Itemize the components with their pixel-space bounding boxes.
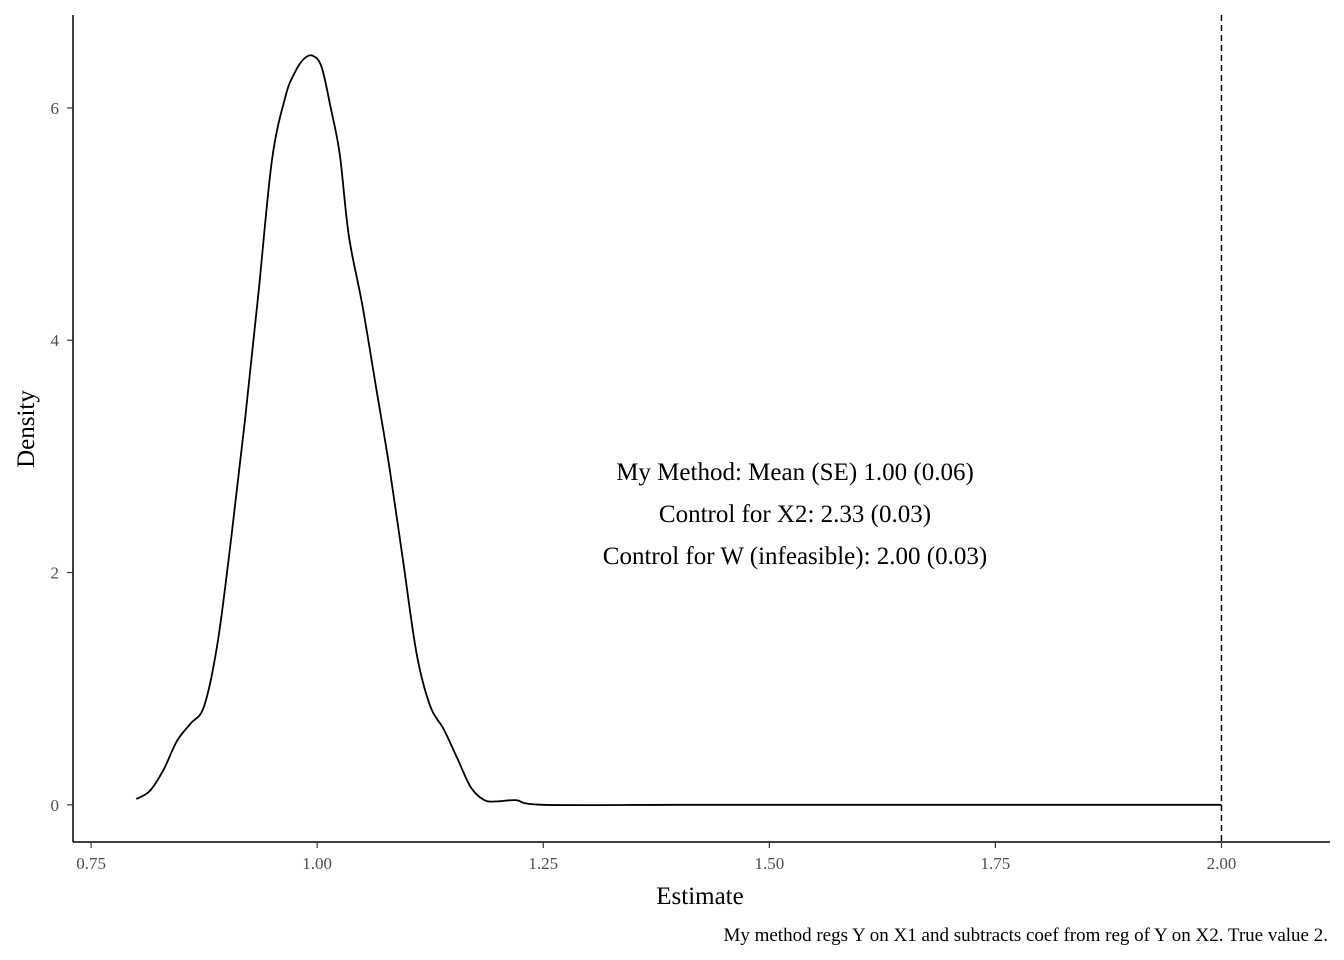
y-axis-ticks: 0 2 4 6: [51, 99, 73, 815]
y-axis-title: Density: [13, 390, 40, 468]
x-tick-label: 2.00: [1207, 854, 1237, 873]
annotation-line-2: Control for X2: 2.33 (0.03): [659, 501, 931, 528]
annotation-line-3: Control for W (infeasible): 2.00 (0.03): [603, 543, 987, 570]
density-curve-0: [135, 54, 1222, 807]
x-axis-title: Estimate: [656, 883, 743, 910]
x-tick-label: 1.50: [754, 854, 784, 873]
y-tick-label: 4: [51, 331, 60, 350]
x-tick-label: 0.75: [76, 854, 106, 873]
annotation-line-1: My Method: Mean (SE) 1.00 (0.06): [616, 459, 974, 486]
x-tick-label: 1.25: [528, 854, 558, 873]
chart-caption: My method regs Y on X1 and subtracts coe…: [723, 925, 1328, 946]
x-tick-label: 1.00: [302, 854, 332, 873]
y-tick-label: 2: [51, 564, 60, 583]
y-tick-label: 0: [51, 796, 60, 815]
plot-area: [135, 15, 1223, 842]
y-tick-label: 6: [51, 99, 60, 118]
x-axis-ticks: 0.75 1.00 1.25 1.50 1.75 2.00: [76, 842, 1236, 873]
x-tick-label: 1.75: [981, 854, 1011, 873]
